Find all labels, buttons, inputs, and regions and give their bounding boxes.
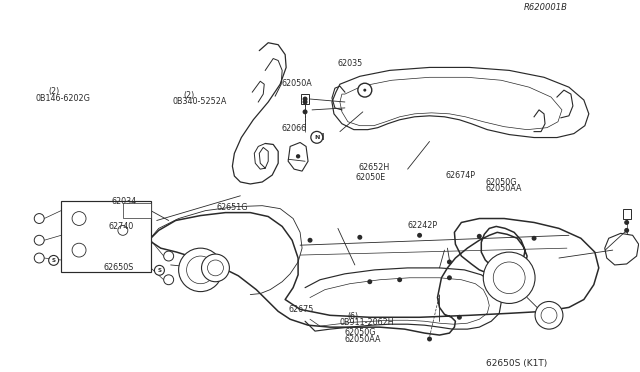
Text: 62050G: 62050G: [344, 327, 376, 337]
Text: 62050E: 62050E: [355, 173, 385, 182]
Text: 62035: 62035: [338, 60, 363, 68]
Circle shape: [303, 100, 308, 105]
Circle shape: [358, 83, 372, 97]
Circle shape: [493, 262, 525, 294]
Text: S: S: [37, 216, 41, 221]
Circle shape: [535, 301, 563, 329]
Text: (2): (2): [183, 90, 195, 100]
Text: 62066: 62066: [282, 124, 307, 133]
Circle shape: [202, 254, 229, 282]
Text: 0B340-5252A: 0B340-5252A: [172, 97, 227, 106]
Circle shape: [72, 212, 86, 225]
Circle shape: [477, 234, 482, 239]
Circle shape: [541, 307, 557, 323]
Text: N: N: [314, 135, 319, 140]
Circle shape: [303, 109, 308, 114]
Circle shape: [311, 131, 323, 143]
Circle shape: [303, 97, 308, 102]
Text: 62050G: 62050G: [486, 178, 517, 187]
Circle shape: [357, 235, 362, 240]
Circle shape: [179, 248, 223, 292]
Polygon shape: [340, 77, 562, 129]
Circle shape: [624, 220, 629, 225]
Circle shape: [187, 256, 214, 284]
Circle shape: [447, 260, 452, 264]
Circle shape: [308, 238, 312, 243]
Circle shape: [457, 315, 462, 320]
Circle shape: [35, 253, 44, 263]
Text: S: S: [157, 268, 161, 273]
Polygon shape: [605, 233, 639, 265]
Text: 62050A: 62050A: [282, 79, 312, 88]
Text: 62050AA: 62050AA: [486, 184, 522, 193]
Circle shape: [164, 251, 173, 261]
Text: N: N: [362, 87, 368, 93]
Circle shape: [624, 228, 629, 233]
Circle shape: [483, 252, 535, 304]
Text: 62674P: 62674P: [445, 171, 476, 180]
Text: (6): (6): [348, 312, 358, 321]
Circle shape: [367, 279, 372, 284]
Text: S: S: [37, 256, 41, 260]
Text: 62652H: 62652H: [358, 163, 390, 172]
Circle shape: [532, 236, 536, 241]
Text: S: S: [52, 258, 56, 263]
Text: (2): (2): [48, 87, 59, 96]
Circle shape: [35, 235, 44, 245]
Text: R620001B: R620001B: [524, 3, 568, 12]
Circle shape: [49, 256, 59, 265]
FancyBboxPatch shape: [301, 94, 309, 104]
Circle shape: [154, 265, 164, 275]
Text: 62242P: 62242P: [408, 221, 438, 230]
Text: 0B911-2062H: 0B911-2062H: [339, 318, 394, 327]
Polygon shape: [332, 67, 589, 138]
Circle shape: [417, 233, 422, 238]
Text: 62034: 62034: [111, 197, 137, 206]
Circle shape: [164, 275, 173, 285]
Text: 62740: 62740: [108, 222, 134, 231]
Circle shape: [447, 275, 452, 280]
Bar: [123, 203, 151, 218]
Text: 62650S: 62650S: [103, 263, 134, 272]
Text: N: N: [317, 133, 323, 142]
Text: S: S: [37, 238, 41, 243]
Circle shape: [72, 243, 86, 257]
Circle shape: [35, 214, 44, 224]
Circle shape: [427, 337, 432, 341]
Circle shape: [296, 154, 300, 158]
Polygon shape: [288, 142, 308, 171]
Bar: [623, 209, 630, 218]
Circle shape: [118, 225, 128, 235]
Circle shape: [364, 89, 366, 92]
Text: S: S: [166, 277, 171, 282]
Text: 0B146-6202G: 0B146-6202G: [35, 93, 90, 103]
Text: S: S: [166, 254, 171, 259]
Circle shape: [207, 260, 223, 276]
Text: 62651G: 62651G: [217, 203, 248, 212]
Circle shape: [397, 277, 402, 282]
Text: 62675: 62675: [288, 305, 314, 314]
Text: 62050AA: 62050AA: [344, 335, 381, 344]
Bar: [61, 201, 151, 272]
Text: 62650S (K1T): 62650S (K1T): [486, 359, 547, 368]
